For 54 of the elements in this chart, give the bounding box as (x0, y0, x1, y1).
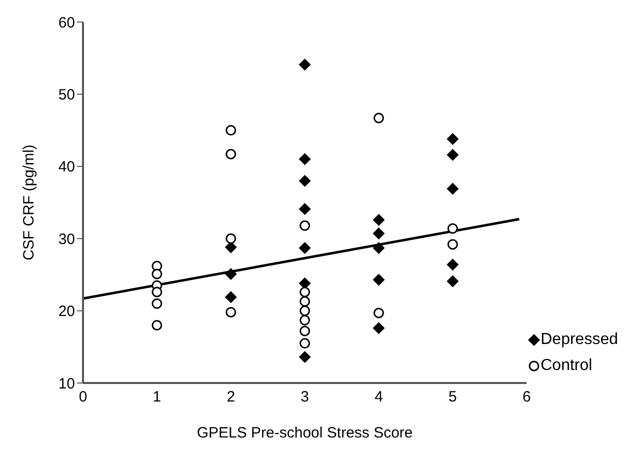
x-tick-label: 5 (448, 388, 457, 406)
y-axis-title: CSF CRF (pg/ml) (20, 144, 38, 260)
point (300, 314, 310, 326)
point (298, 351, 311, 364)
x-tick-label: 0 (78, 388, 88, 406)
point (446, 148, 459, 161)
legend-label: Control (540, 357, 592, 374)
x-axis-title: GPELS Pre-school Stress Score (196, 424, 413, 442)
point (446, 132, 459, 145)
y-tick-label: 40 (58, 158, 75, 176)
legend-label: Depressed (540, 331, 618, 348)
point (300, 286, 310, 298)
x-tick-label: 3 (300, 388, 309, 406)
point (300, 338, 310, 349)
point (300, 306, 310, 316)
point (372, 214, 385, 226)
point (226, 148, 236, 160)
point (447, 223, 458, 234)
x-tick-label: 4 (374, 388, 383, 406)
y-tick-label: 20 (58, 303, 75, 320)
point (226, 125, 236, 136)
point (226, 306, 236, 318)
y-tick-label: 60 (58, 14, 75, 32)
point (372, 228, 385, 240)
point (152, 298, 162, 309)
point (374, 308, 384, 318)
point (152, 286, 162, 298)
point (224, 268, 237, 280)
x-tick-label: 2 (226, 388, 236, 406)
point (446, 275, 459, 288)
point (152, 268, 162, 280)
point (152, 320, 162, 330)
y-tick-label: 50 (58, 86, 75, 104)
point (298, 242, 311, 254)
point (372, 322, 385, 334)
point (372, 274, 385, 286)
point (372, 242, 385, 254)
point (446, 258, 459, 271)
x-tick-label: 1 (152, 388, 162, 406)
point (298, 153, 311, 166)
point (298, 203, 311, 215)
point (224, 291, 237, 304)
point (300, 326, 310, 336)
x-tick-label: 6 (522, 388, 531, 406)
point (298, 174, 311, 187)
y-tick-label: 30 (58, 230, 75, 248)
point (226, 233, 236, 244)
point (300, 296, 310, 307)
point (446, 182, 459, 195)
y-tick-label: 10 (58, 375, 75, 392)
point (374, 112, 384, 124)
point (300, 220, 310, 231)
point (447, 239, 458, 250)
point (298, 58, 311, 71)
